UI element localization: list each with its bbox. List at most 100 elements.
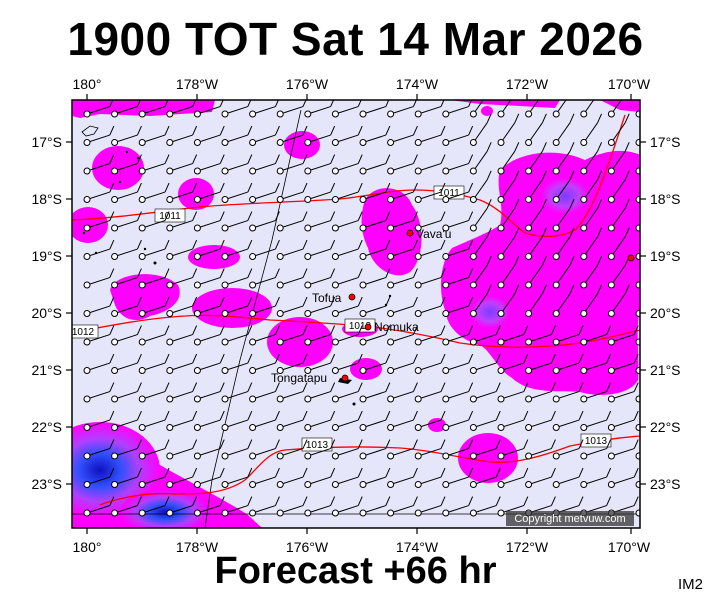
wind-barb-flag (440, 154, 446, 164)
wind-barb-flag (633, 325, 639, 335)
wind-barb-shaft (445, 362, 469, 371)
wind-barb-flag (192, 496, 198, 506)
wind-barb-shaft (500, 476, 524, 485)
wind-barb-shaft (445, 476, 469, 485)
wind-barb-shaft (583, 334, 607, 343)
wind-barb-shaft (197, 134, 221, 143)
wind-barb-shaft (445, 419, 469, 428)
wind-barb-station (138, 224, 146, 232)
wind-barb-shaft (638, 398, 640, 400)
wind-barb-station (166, 310, 174, 317)
wind-barb-station (635, 310, 640, 317)
wind-barb-shaft (197, 191, 221, 200)
wind-barb-shaft (335, 277, 359, 286)
wind-barb-flag (109, 182, 115, 193)
wind-barb-shaft (335, 220, 359, 229)
wind-barb-shaft (280, 106, 304, 115)
wind-barb-shaft (280, 476, 304, 485)
wind-barb-flag (633, 410, 639, 421)
wind-barb-flag (633, 439, 639, 449)
wind-barb-flag (136, 296, 142, 307)
wind-barb-shaft (142, 277, 166, 286)
wind-barb-station (331, 481, 339, 488)
wind-barb-flag (164, 182, 170, 193)
wind-barb-station (111, 481, 119, 488)
wind-barb-shaft (197, 505, 221, 514)
wind-barb-station (414, 139, 422, 146)
wind-barb-station (414, 167, 422, 175)
wind-barb-flag (633, 382, 639, 392)
wind-barb-shaft (280, 419, 304, 428)
wind-barb-shaft (583, 448, 607, 457)
wind-barb-flag (662, 326, 666, 335)
wind-barb-flag (109, 382, 115, 392)
wind-barb-station (442, 196, 450, 203)
wind-barb-station (469, 139, 477, 146)
wind-barb-flag (486, 113, 492, 124)
wind-barb-station (221, 253, 229, 260)
wind-barb-flag (550, 439, 556, 449)
wind-barb-flag (219, 125, 225, 136)
wind-barb-station (525, 338, 533, 346)
wind-barb-flag (302, 154, 308, 164)
wind-barb-station (414, 253, 422, 260)
wind-barb-shaft (114, 362, 138, 371)
wind-barb-shaft (473, 505, 497, 514)
wind-barb-shaft (335, 106, 359, 115)
wind-barb-station (138, 509, 146, 517)
wind-barb-flag (247, 239, 253, 250)
wind-barb-shaft (390, 448, 414, 457)
wind-barb-shaft (362, 419, 386, 428)
wind-barb-station (111, 139, 119, 146)
wind-barb-shaft (445, 305, 469, 314)
wind-barb-flag (302, 467, 308, 478)
wind-barb-flag (523, 439, 529, 449)
wind-barb-flag (109, 410, 115, 421)
wind-barb-flag (164, 239, 170, 250)
wind-barb-station (221, 509, 229, 517)
wind-barb-station (469, 110, 477, 118)
wind-barb-station (331, 310, 339, 317)
wind-barb-shaft (362, 248, 386, 257)
wind-barb-station (442, 167, 450, 175)
wind-barb-station (497, 452, 505, 460)
wind-barb-shaft (224, 448, 248, 457)
wind-barb-shaft (418, 134, 442, 143)
wind-barb-shaft (252, 391, 276, 400)
wind-barb-station (497, 338, 505, 346)
wind-barb-shaft (169, 277, 193, 286)
wind-barb-station (359, 338, 367, 346)
wind-barb-flag (247, 467, 253, 478)
wind-barb-shaft (390, 134, 414, 143)
wind-barb-flag (624, 284, 630, 295)
wind-barb-flag (164, 353, 170, 364)
wind-barbs (83, 100, 666, 517)
wind-barb-flag (578, 439, 584, 449)
wind-barb-station (111, 310, 119, 317)
wind-barb-shaft (114, 419, 138, 428)
wind-barb-shaft (610, 151, 626, 172)
wind-barb-station (166, 509, 174, 517)
wind-barb-station (469, 452, 477, 460)
wind-barb-shaft (500, 419, 524, 428)
wind-barb-flag (541, 113, 547, 124)
wind-barb-shaft (390, 277, 414, 286)
wind-barb-flag (468, 239, 474, 250)
wind-barb-station (111, 167, 119, 175)
wind-barb-shaft (169, 391, 193, 400)
wind-barb-flag (219, 239, 225, 250)
wind-barb-shaft (280, 191, 304, 200)
wind-barb-flag (440, 410, 446, 421)
wind-barb-flag (440, 125, 446, 136)
wind-barb-shaft (280, 334, 304, 343)
wind-barb-flag (385, 439, 391, 449)
wind-barb-flag (274, 125, 280, 136)
wind-barb-flag (550, 496, 556, 506)
wind-barb-shaft (390, 419, 414, 428)
wind-barb-station (249, 481, 257, 488)
wind-barb-flag (550, 467, 556, 478)
wind-barb-flag (606, 467, 612, 478)
wind-barb-shaft (583, 208, 598, 229)
wind-barb-flag (440, 296, 446, 307)
wind-barb-shaft (252, 362, 276, 371)
